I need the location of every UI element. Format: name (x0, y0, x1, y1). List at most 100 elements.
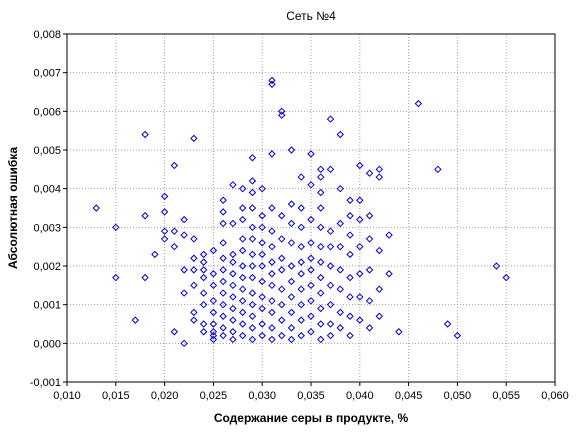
data-point (229, 258, 237, 266)
data-points (92, 76, 510, 348)
x-tick-label: 0,015 (102, 390, 130, 402)
data-point (346, 331, 354, 340)
data-point (219, 239, 227, 247)
data-point (317, 223, 325, 232)
data-point (190, 134, 198, 143)
data-point (268, 80, 276, 88)
data-point (190, 308, 198, 317)
data-point (229, 181, 237, 189)
data-point (287, 277, 296, 286)
data-point (326, 281, 335, 290)
data-point (317, 204, 325, 212)
data-point (199, 289, 208, 297)
data-point (258, 320, 266, 328)
data-point (160, 235, 169, 243)
data-point (346, 250, 354, 259)
data-point (258, 293, 266, 301)
y-tick-label: 0,007 (33, 68, 61, 80)
data-point (268, 308, 276, 317)
data-point (219, 196, 227, 204)
data-point (297, 223, 305, 232)
data-point (248, 177, 257, 185)
data-point (336, 242, 344, 251)
data-point (199, 258, 208, 266)
y-tick-label: 0,005 (33, 145, 61, 157)
data-point (434, 165, 442, 174)
data-point (287, 239, 296, 247)
data-point (307, 215, 315, 224)
data-point (326, 320, 335, 328)
data-point (365, 169, 374, 177)
data-point (297, 270, 305, 278)
data-point (209, 335, 218, 344)
data-point (307, 328, 315, 336)
x-tick-label: 0,035 (297, 390, 325, 402)
data-point (238, 273, 247, 282)
chart-title: Сеть №4 (286, 9, 336, 23)
data-point (180, 289, 188, 297)
data-point (248, 262, 257, 270)
data-point (209, 328, 218, 336)
data-point (258, 331, 266, 340)
data-point (317, 289, 325, 297)
data-point (375, 173, 384, 181)
data-point (336, 285, 344, 293)
data-point (356, 196, 364, 204)
x-tick-label: 0,060 (541, 390, 569, 402)
data-point (326, 331, 335, 340)
data-point (336, 130, 344, 139)
data-point (326, 227, 335, 235)
data-point (278, 254, 286, 262)
data-point (268, 204, 276, 212)
x-tick-label: 0,055 (492, 390, 520, 402)
data-point (219, 331, 227, 340)
data-point (346, 212, 354, 220)
data-point (326, 262, 335, 270)
data-point (248, 223, 257, 232)
data-point (356, 161, 364, 170)
data-point (209, 281, 218, 290)
data-point (160, 208, 169, 216)
data-point (112, 223, 120, 232)
grid-lines (67, 34, 555, 382)
data-point (268, 150, 276, 158)
data-point (180, 266, 188, 274)
data-point (268, 297, 276, 305)
data-point (229, 270, 237, 278)
data-point (346, 196, 354, 204)
data-point (229, 250, 237, 259)
data-point (356, 215, 364, 224)
data-point (238, 215, 247, 224)
data-point (287, 335, 296, 344)
data-point (453, 331, 462, 340)
data-point (248, 289, 257, 297)
data-point (209, 331, 218, 340)
data-point (356, 293, 364, 301)
data-point (238, 320, 247, 328)
data-point (229, 335, 237, 344)
data-point (268, 258, 276, 266)
data-point (268, 227, 276, 235)
data-point (209, 320, 218, 328)
data-point (258, 262, 266, 270)
data-point (199, 320, 208, 328)
data-point (336, 324, 344, 332)
data-point (268, 76, 276, 85)
data-point (375, 246, 384, 255)
data-point (297, 285, 305, 293)
data-point (278, 111, 286, 119)
data-point (336, 266, 344, 274)
data-point (238, 262, 247, 270)
data-point (346, 273, 354, 282)
data-point (287, 146, 296, 154)
data-point (258, 223, 266, 232)
y-tick-label: -0,001 (30, 377, 61, 389)
data-point (287, 262, 296, 270)
data-point (336, 184, 344, 193)
data-point (268, 281, 276, 290)
data-point (287, 308, 296, 317)
data-point (346, 231, 354, 239)
y-tick-label: 0,004 (33, 184, 61, 196)
data-point (258, 250, 266, 259)
